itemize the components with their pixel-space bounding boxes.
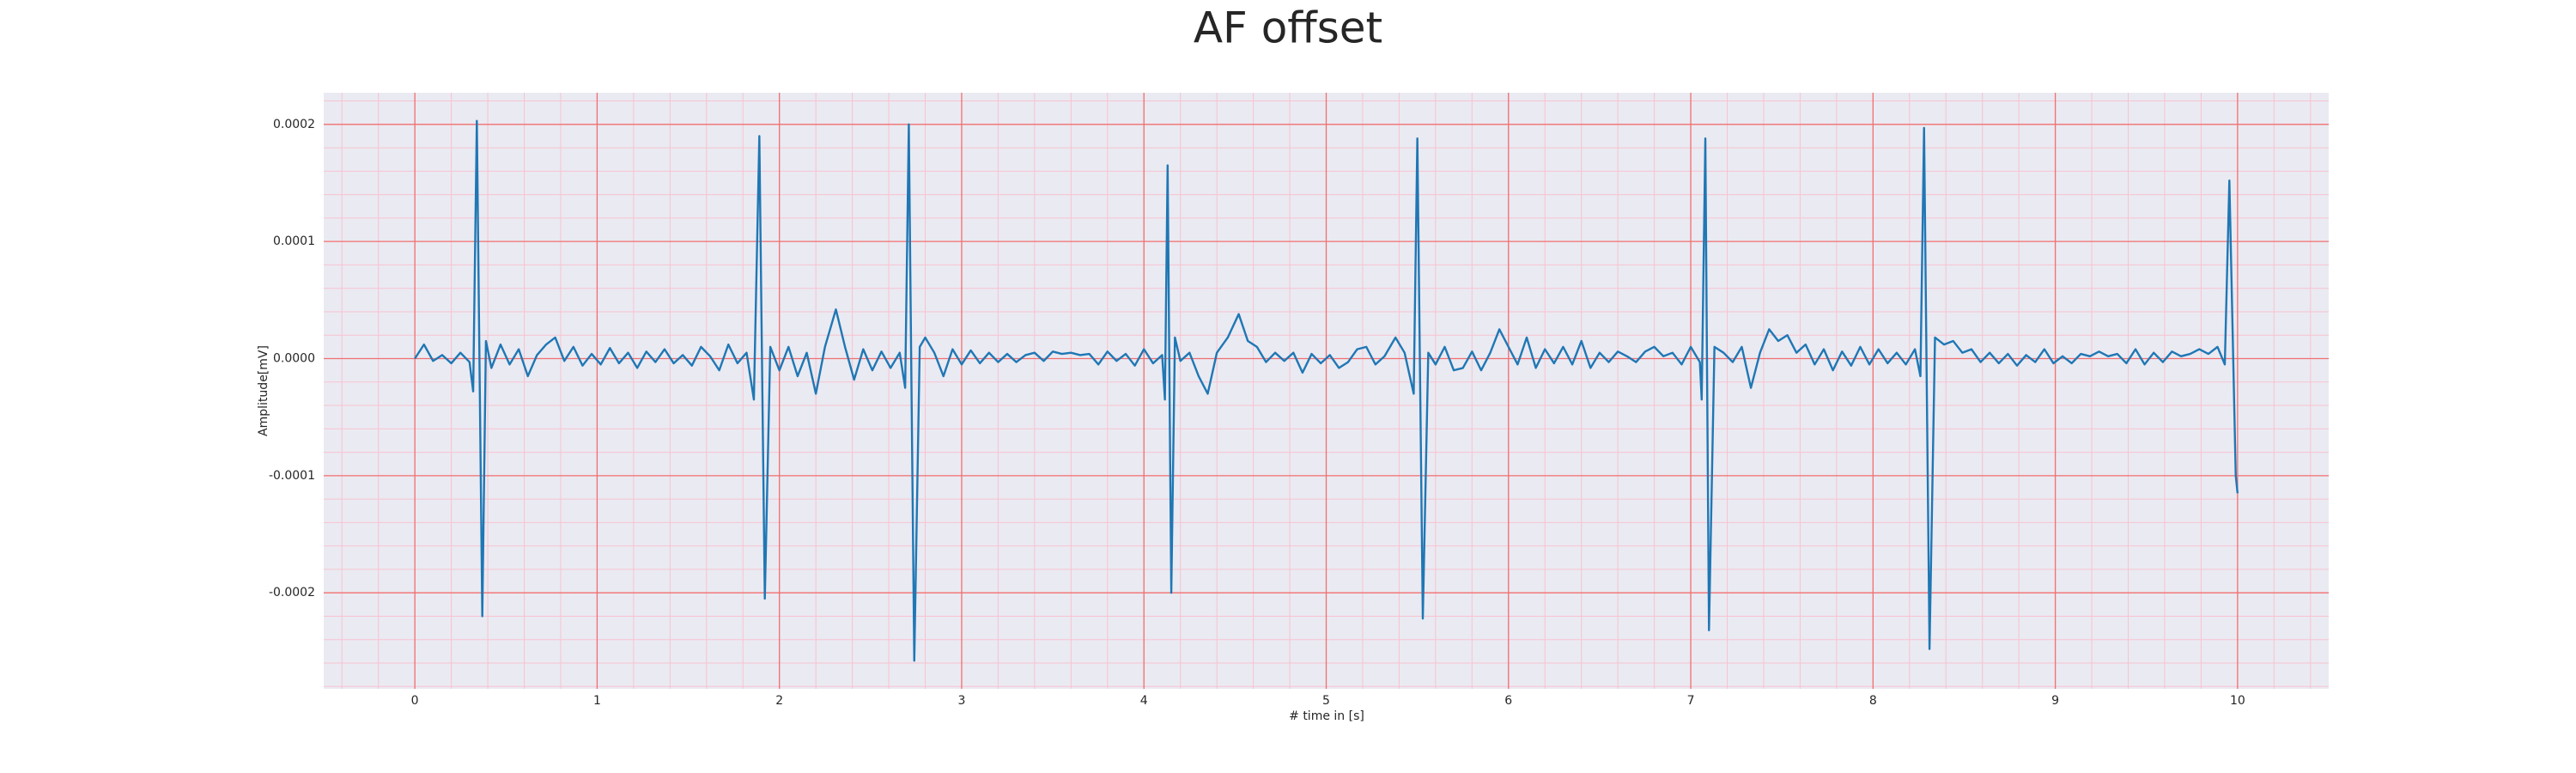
y-tick-label: 0.0001 [273, 234, 315, 248]
y-axis-label: Amplitude[mV] [257, 345, 270, 436]
y-tick-label: -0.0001 [269, 469, 315, 483]
x-tick-label: 0 [411, 694, 419, 708]
x-tick-label: 8 [1869, 694, 1877, 708]
y-tick-label: -0.0002 [269, 586, 315, 600]
chart-title: AF offset [1194, 3, 1382, 53]
x-tick-label: 9 [2051, 694, 2059, 708]
y-tick-label: 0.0000 [273, 352, 315, 366]
x-tick-label: 10 [2230, 694, 2245, 708]
x-tick-label: 3 [957, 694, 965, 708]
x-tick-label: 7 [1687, 694, 1695, 708]
y-tick-label: 0.0002 [273, 118, 315, 131]
x-tick-label: 1 [593, 694, 601, 708]
x-tick-label: 6 [1504, 694, 1512, 708]
x-axis-label: # time in [s] [1289, 709, 1364, 723]
x-tick-label: 5 [1322, 694, 1330, 708]
x-tick-label: 4 [1140, 694, 1148, 708]
signal-line [414, 119, 2239, 662]
x-tick-label: 2 [775, 694, 783, 708]
